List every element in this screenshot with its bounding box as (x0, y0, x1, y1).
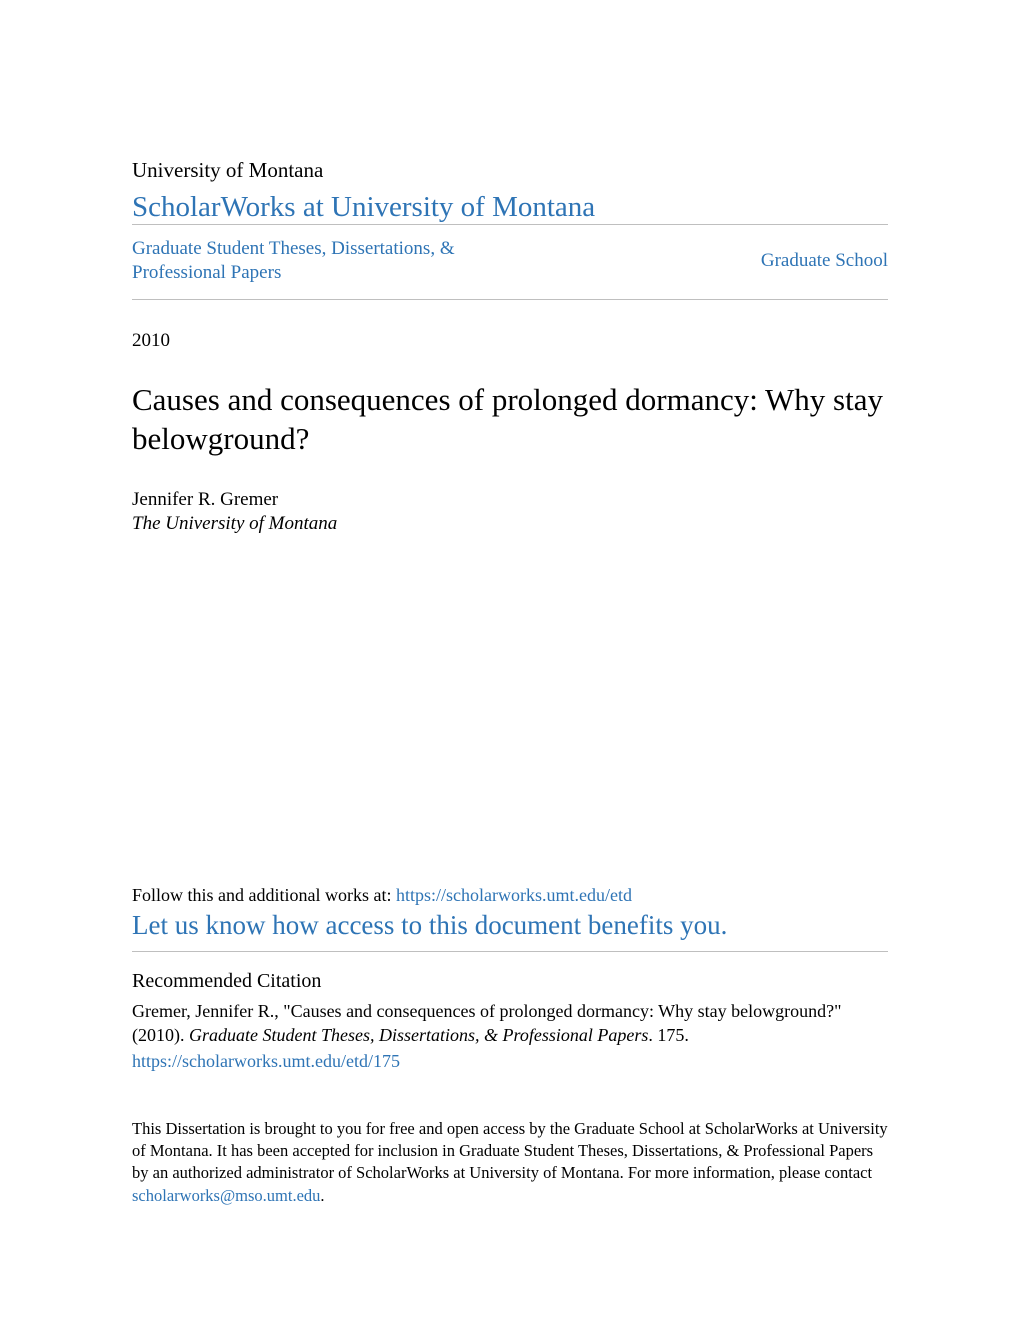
citation-block: Gremer, Jennifer R., "Causes and consequ… (132, 999, 888, 1074)
author-name: Jennifer R. Gremer (132, 489, 888, 511)
recommended-citation-heading: Recommended Citation (132, 970, 888, 993)
divider-nav (132, 299, 888, 300)
follow-prefix: Follow this and additional works at: (132, 885, 396, 905)
breadcrumb-row: Graduate Student Theses, Dissertations, … (132, 225, 888, 299)
disclaimer-period: . (320, 1186, 324, 1205)
repository-link[interactable]: ScholarWorks at University of Montana (132, 191, 595, 223)
contact-email-link[interactable]: scholarworks@mso.umt.edu (132, 1186, 320, 1205)
cover-page: University of Montana ScholarWorks at Un… (0, 0, 1020, 1267)
benefit-feedback-link[interactable]: Let us know how access to this document … (132, 910, 888, 941)
disclaimer-text: This Dissertation is brought to you for … (132, 1118, 888, 1207)
follow-url-link[interactable]: https://scholarworks.umt.edu/etd (396, 885, 632, 905)
publication-year: 2010 (132, 330, 888, 352)
author-affiliation: The University of Montana (132, 513, 888, 535)
divider-bottom (132, 951, 888, 952)
follow-line: Follow this and additional works at: htt… (132, 885, 888, 906)
disclaimer-body: This Dissertation is brought to you for … (132, 1119, 888, 1183)
work-title: Causes and consequences of prolonged dor… (132, 380, 888, 459)
vertical-spacer (132, 535, 888, 885)
parent-collection-link[interactable]: Graduate School (761, 250, 888, 272)
citation-number: . 175. (648, 1025, 689, 1045)
collection-link[interactable]: Graduate Student Theses, Dissertations, … (132, 237, 552, 285)
institution-name: University of Montana (132, 158, 888, 183)
citation-series: Graduate Student Theses, Dissertations, … (189, 1025, 648, 1045)
citation-url-link[interactable]: https://scholarworks.umt.edu/etd/175 (132, 1049, 888, 1073)
